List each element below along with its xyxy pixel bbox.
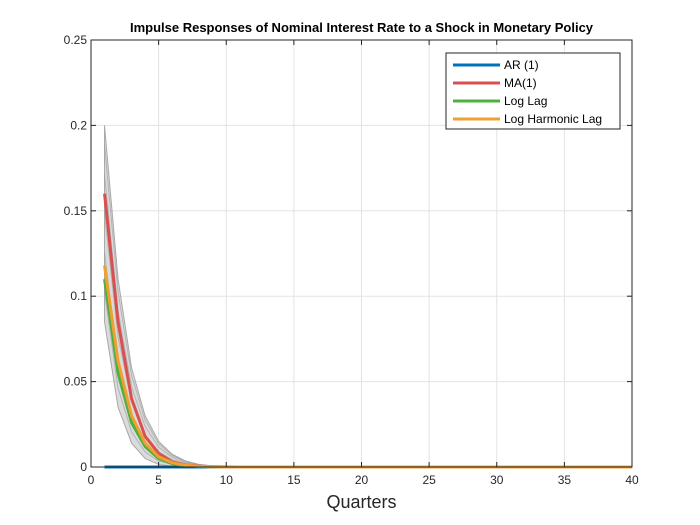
x-tick-label: 40: [625, 473, 639, 487]
x-tick-label: 30: [490, 473, 504, 487]
series-lines: [103, 193, 632, 469]
series-line-log-lag: [103, 278, 632, 469]
x-axis-label: Quarters: [326, 492, 396, 512]
series-line-ma-1: [103, 193, 632, 469]
chart-title: Impulse Responses of Nominal Interest Ra…: [130, 20, 594, 35]
y-tick-label: 0: [80, 460, 87, 474]
legend-label: Log Harmonic Lag: [504, 112, 602, 126]
x-tick-label: 0: [88, 473, 95, 487]
legend-label: MA(1): [504, 76, 537, 90]
x-tick-label: 10: [220, 473, 234, 487]
y-tick-label: 0.05: [64, 375, 88, 389]
x-tick-label: 25: [422, 473, 436, 487]
legend-label: Log Lag: [504, 94, 547, 108]
y-tick-label: 0.1: [70, 289, 87, 303]
x-tick-label: 35: [558, 473, 572, 487]
axis-ticks: 0 5 10 15 20 25 30 35 40 0 0.05 0.1 0.15 0.2 0.25: [64, 33, 639, 487]
x-tick-label: 5: [155, 473, 162, 487]
x-tick-label: 15: [287, 473, 301, 487]
y-tick-label: 0.25: [64, 33, 88, 47]
y-tick-label: 0.2: [70, 118, 87, 132]
x-tick-label: 20: [355, 473, 369, 487]
series-line-log-harmonic-lag: [103, 265, 632, 469]
y-tick-label: 0.15: [64, 204, 88, 218]
legend-label: AR (1): [504, 58, 539, 72]
legend: AR (1) MA(1) Log Lag Log Harmonic Lag: [445, 52, 621, 130]
